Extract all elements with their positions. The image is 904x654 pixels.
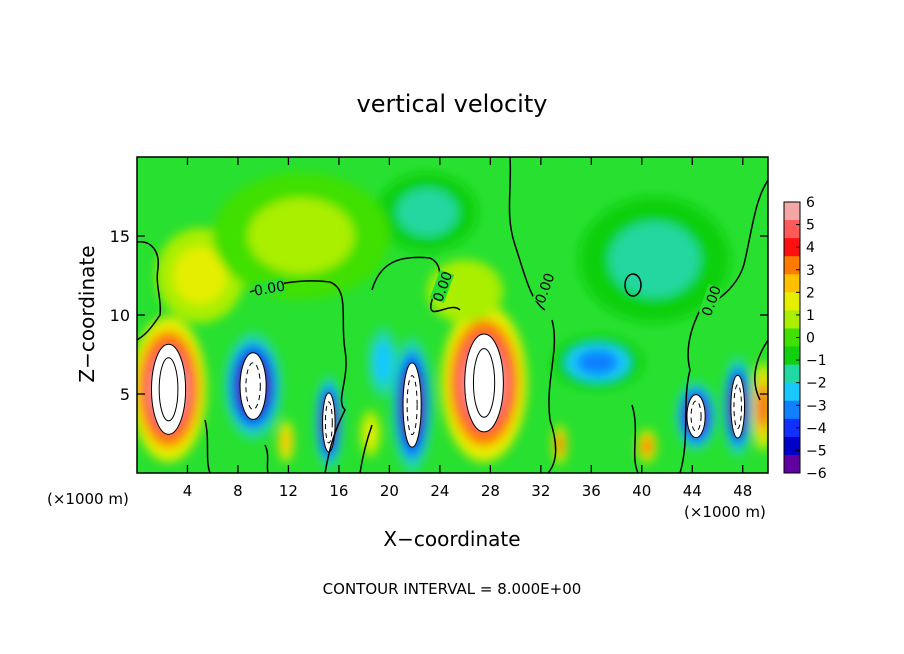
colorbar-tick-label: 6	[806, 195, 815, 211]
plot-area	[137, 157, 768, 473]
colorbar-swatch	[784, 256, 800, 275]
field-blob	[248, 198, 355, 274]
colorbar-swatch	[784, 364, 800, 384]
core-saturated	[730, 374, 746, 439]
core-saturated	[402, 362, 422, 448]
core-saturated	[686, 394, 706, 439]
velocity-field	[137, 172, 768, 473]
x-tick-label: 28	[481, 482, 500, 500]
core-inner-contour	[472, 348, 496, 418]
colorbar-tick-label: −3	[806, 398, 827, 414]
field-blob	[374, 341, 393, 384]
zero-contour-line	[547, 319, 557, 473]
field-blob	[442, 272, 488, 311]
zero-contour-line	[631, 404, 639, 473]
colorbar-tick-label: 0	[806, 331, 815, 347]
x-tick-label: 32	[531, 482, 550, 500]
zero-contour-line	[679, 369, 691, 473]
field-blob	[642, 438, 652, 454]
core-inner-contour	[158, 357, 179, 422]
contour-label-bg	[531, 271, 557, 305]
zero-contour-loop	[624, 273, 642, 297]
field-blob	[173, 247, 227, 304]
contour-label: 0.00	[253, 279, 286, 300]
zero-contours	[137, 157, 768, 473]
contour-label-bg	[698, 283, 723, 318]
core-inner-contour	[324, 401, 333, 444]
core-saturated	[464, 333, 504, 433]
contour-label-bg	[429, 269, 455, 304]
colorbar-tick-label: −4	[806, 421, 827, 437]
colorbar-swatch	[784, 292, 800, 311]
colorbar-tick-label: −2	[806, 376, 827, 392]
zero-contour-line	[249, 280, 347, 473]
core-inner-contour	[690, 400, 702, 432]
colorbar-swatch	[784, 400, 800, 420]
colorbar-swatch	[784, 328, 800, 348]
core-saturated	[151, 343, 187, 435]
x-tick-label: 36	[582, 482, 601, 500]
colorbar-swatch	[784, 274, 800, 293]
zero-contour-line	[753, 339, 768, 401]
colorbar-tick-label: 5	[806, 218, 815, 234]
zero-contour-line	[687, 179, 768, 371]
colorbar-swatch	[784, 238, 800, 257]
contour-interval-note: CONTOUR INTERVAL = 8.000E+00	[323, 580, 582, 598]
x-axis-label: X−coordinate	[383, 527, 520, 551]
core-saturated	[239, 352, 267, 420]
y-tick-label: 10	[110, 306, 130, 325]
zero-contour-line	[137, 241, 162, 341]
colorbar-tick-label: −6	[806, 466, 827, 482]
colorbar-swatch	[784, 310, 800, 329]
core-inner-contour	[245, 362, 261, 410]
colorbar-swatch	[784, 418, 800, 438]
y-axis-label: Z−coordinate	[75, 245, 99, 382]
zero-contour-line	[264, 444, 269, 473]
colorbar-swatch	[784, 346, 800, 366]
colorbar: 6 5 4 3 2 1 0 −1 −2 −3 −4 −5 −6	[783, 195, 827, 482]
contour-label-bg	[253, 277, 286, 298]
colorbar-tick-label: 3	[806, 263, 815, 279]
zero-contour-line	[204, 419, 211, 473]
colorbar-tick-label: −1	[806, 353, 827, 369]
colorbar-swatch	[784, 436, 800, 456]
field-blob	[577, 350, 619, 375]
field-blob	[556, 435, 564, 454]
x-tick-label: 4	[183, 482, 193, 500]
y-tick-label: 5	[120, 385, 130, 404]
x-tick-label: 12	[279, 482, 298, 500]
colorbar-swatch	[784, 202, 800, 221]
field-blob	[608, 221, 700, 298]
colorbar-tick-label: −5	[806, 443, 827, 459]
x-tick-label: 48	[733, 482, 752, 500]
chart-title: vertical velocity	[357, 90, 548, 118]
field-blob	[396, 188, 458, 236]
x-tick-label: 24	[430, 482, 449, 500]
x-axis: 4 8 12 16 20 24 28 32 36 40 44 48	[183, 157, 752, 500]
zero-contour-line	[359, 424, 373, 473]
colorbar-tick-label: 1	[806, 308, 815, 324]
x-tick-label: 16	[329, 482, 348, 500]
field-blob	[758, 386, 768, 427]
x-unit-right: (×1000 m)	[684, 503, 766, 521]
x-unit-left: (×1000 m)	[47, 490, 129, 508]
colorbar-swatch	[784, 382, 800, 402]
core-inner-contour	[406, 375, 418, 436]
colorbar-tick-label: 4	[806, 240, 815, 256]
colorbar-swatch	[784, 454, 800, 474]
colorbar-tick-label: 2	[806, 285, 815, 301]
y-tick-label: 15	[110, 227, 130, 246]
core-inner-contour	[733, 384, 742, 430]
x-tick-label: 44	[683, 482, 702, 500]
x-tick-label: 40	[632, 482, 651, 500]
x-tick-label: 8	[233, 482, 243, 500]
colorbar-swatch	[784, 220, 800, 239]
field-blob	[281, 429, 291, 454]
y-axis: 5 10 15	[110, 227, 768, 404]
x-tick-label: 20	[380, 482, 399, 500]
